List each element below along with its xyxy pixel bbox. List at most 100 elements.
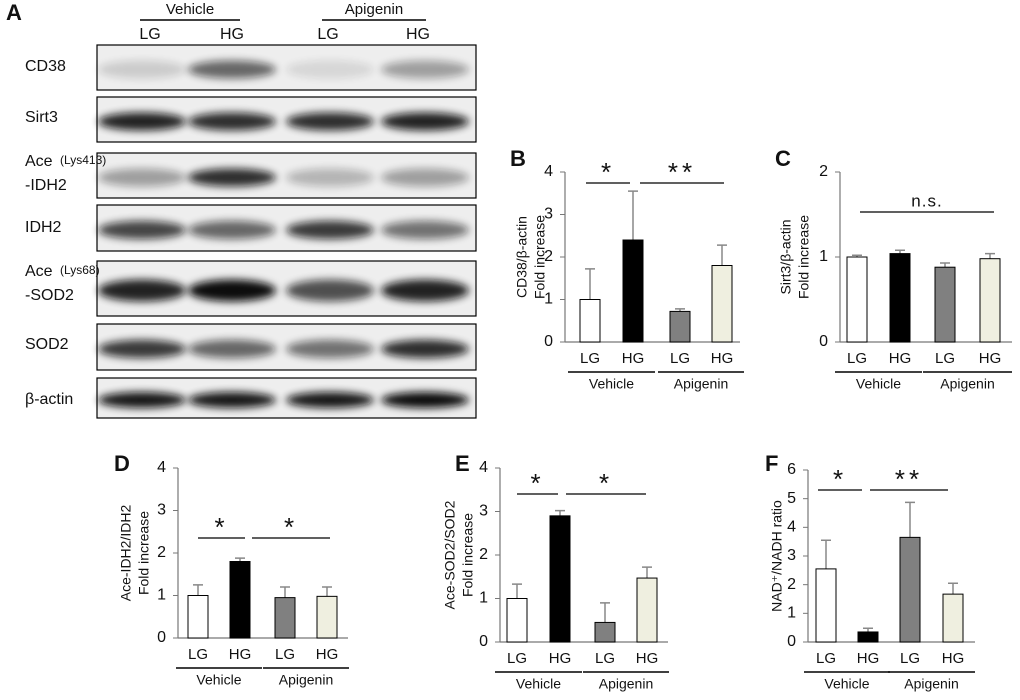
y-tick-label: 1 bbox=[157, 587, 166, 604]
band bbox=[381, 279, 469, 302]
band bbox=[98, 112, 186, 131]
bar bbox=[846, 256, 868, 343]
bar bbox=[899, 536, 921, 643]
significance-label: n.s. bbox=[911, 191, 942, 210]
group-label: Apigenin bbox=[940, 376, 995, 392]
band bbox=[286, 279, 374, 302]
x-tick-label: LG bbox=[900, 650, 920, 667]
error-bar bbox=[948, 582, 958, 595]
significance-label: * bbox=[530, 468, 544, 498]
group-label: Apigenin bbox=[279, 672, 334, 688]
x-tick-label: HG bbox=[711, 350, 734, 367]
x-tick-label: LG bbox=[595, 650, 615, 667]
bar bbox=[636, 577, 658, 643]
y-tick-label: 4 bbox=[787, 519, 796, 536]
group-label: Vehicle bbox=[196, 672, 241, 688]
significance-label: ** bbox=[895, 464, 923, 494]
x-tick-label: HG bbox=[636, 650, 659, 667]
error-bar bbox=[628, 190, 638, 240]
error-bar bbox=[585, 268, 595, 300]
row-label: β-actin bbox=[25, 391, 73, 408]
lane-label: HG bbox=[220, 26, 244, 43]
group-label: Vehicle bbox=[589, 376, 634, 392]
row-label: Ace bbox=[25, 153, 53, 170]
bar bbox=[316, 595, 338, 639]
x-tick-label: HG bbox=[622, 350, 645, 367]
x-tick-label: HG bbox=[857, 650, 880, 667]
error-bar bbox=[193, 584, 203, 596]
band bbox=[188, 112, 276, 131]
row-note: (Lys68) bbox=[60, 263, 100, 277]
y-axis-label: Fold increase bbox=[796, 215, 812, 299]
bar bbox=[857, 631, 879, 643]
y-axis-label: NAD⁺/NADH ratio bbox=[769, 500, 785, 612]
band bbox=[286, 168, 374, 187]
band bbox=[286, 60, 374, 79]
band bbox=[381, 60, 469, 79]
band bbox=[381, 339, 469, 359]
bar bbox=[934, 266, 956, 343]
x-tick-label: HG bbox=[549, 650, 572, 667]
error-bar bbox=[821, 539, 831, 569]
band bbox=[381, 220, 469, 240]
significance-label: * bbox=[214, 512, 228, 542]
significance-label: * bbox=[833, 464, 847, 494]
significance-label: * bbox=[599, 468, 613, 498]
panel-letter: F bbox=[765, 451, 778, 476]
blot bbox=[96, 44, 477, 419]
y-tick-label: 0 bbox=[479, 633, 488, 650]
band bbox=[381, 392, 469, 408]
bar bbox=[274, 597, 296, 639]
error-bar bbox=[863, 627, 873, 632]
row-label: Ace bbox=[25, 263, 53, 280]
band bbox=[98, 392, 186, 408]
group-label: Apigenin bbox=[345, 1, 403, 18]
x-tick-label: LG bbox=[188, 646, 208, 663]
y-tick-label: 2 bbox=[479, 546, 488, 563]
y-tick-label: 5 bbox=[787, 490, 796, 507]
significance-label: ** bbox=[668, 157, 696, 187]
bar bbox=[549, 515, 571, 643]
y-tick-label: 4 bbox=[544, 163, 553, 180]
band bbox=[98, 168, 186, 187]
y-tick-label: 3 bbox=[787, 547, 796, 564]
bar bbox=[669, 310, 691, 343]
y-tick-label: 3 bbox=[157, 502, 166, 519]
x-tick-label: HG bbox=[229, 646, 252, 663]
bar bbox=[889, 253, 911, 343]
x-tick-label: LG bbox=[935, 350, 955, 367]
y-axis-label: Fold increase bbox=[460, 513, 476, 597]
x-tick-label: HG bbox=[942, 650, 965, 667]
y-tick-label: 0 bbox=[819, 333, 828, 350]
y-tick-label: 0 bbox=[157, 629, 166, 646]
group-label: Vehicle bbox=[856, 376, 901, 392]
bar bbox=[506, 598, 528, 643]
error-bar bbox=[905, 501, 915, 538]
y-tick-label: 6 bbox=[787, 461, 796, 478]
significance-label: * bbox=[284, 512, 298, 542]
panel-letter: C bbox=[775, 146, 791, 171]
band bbox=[98, 220, 186, 240]
x-tick-label: LG bbox=[816, 650, 836, 667]
band bbox=[188, 392, 276, 408]
error-bar bbox=[235, 557, 245, 562]
y-tick-label: 1 bbox=[479, 590, 488, 607]
y-tick-label: 4 bbox=[157, 459, 166, 476]
y-tick-label: 3 bbox=[544, 206, 553, 223]
error-bar bbox=[512, 583, 522, 599]
y-tick-label: 4 bbox=[479, 459, 488, 476]
band bbox=[286, 220, 374, 240]
band bbox=[381, 168, 469, 187]
group-label: Vehicle bbox=[516, 676, 561, 692]
row-label: CD38 bbox=[25, 58, 66, 75]
y-axis-label: Sirt3/β-actin bbox=[778, 220, 794, 295]
band bbox=[98, 279, 186, 302]
y-axis-label: CD38/β-actin bbox=[514, 216, 530, 298]
row-label: -IDH2 bbox=[25, 177, 67, 194]
error-bar bbox=[322, 586, 332, 597]
bar bbox=[187, 595, 209, 639]
group-label: Apigenin bbox=[674, 376, 729, 392]
band bbox=[286, 339, 374, 359]
